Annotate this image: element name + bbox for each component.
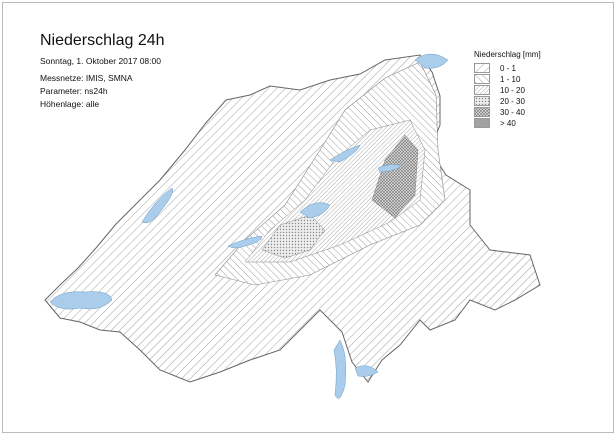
zone-20-30-east <box>371 134 419 219</box>
legend-label: 0 - 1 <box>500 63 517 73</box>
legend-swatch <box>474 118 490 128</box>
legend-title: Niederschlag [mm] <box>474 50 541 59</box>
legend-item: > 40 <box>474 118 541 128</box>
lake-constance <box>414 53 449 69</box>
networks-label: Messnetze: IMIS, SMNA <box>40 73 133 83</box>
legend-label: 20 - 30 <box>500 96 525 106</box>
map-title: Niederschlag 24h <box>40 32 165 49</box>
legend-item: 30 - 40 <box>474 107 541 117</box>
legend-label: 1 - 10 <box>500 74 521 84</box>
zone-20-30 <box>261 214 326 259</box>
lake-walen <box>377 164 403 173</box>
lake-zurich <box>329 144 361 163</box>
legend-item: 20 - 30 <box>474 96 541 106</box>
legend-item: 1 - 10 <box>474 74 541 84</box>
lake-maggiore <box>333 339 347 399</box>
map-date: Sonntag, 1. Oktober 2017 08:00 <box>40 56 161 66</box>
legend-swatch <box>474 85 490 95</box>
legend-swatch <box>474 96 490 106</box>
legend-label: 10 - 20 <box>500 85 525 95</box>
parameter-label: Parameter: ns24h <box>40 86 108 96</box>
legend-swatch <box>474 107 490 117</box>
lake-lugano <box>354 365 379 377</box>
legend-swatch <box>474 74 490 84</box>
lakes <box>49 53 449 399</box>
legend-label: 30 - 40 <box>500 107 525 117</box>
lake-thun <box>227 235 263 249</box>
legend-item: 10 - 20 <box>474 85 541 95</box>
legend-swatch <box>474 63 490 73</box>
lake-geneva <box>49 291 113 310</box>
lake-neuchatel <box>141 187 173 224</box>
legend-item: 0 - 1 <box>474 63 541 73</box>
legend-label: > 40 <box>500 118 516 128</box>
elevation-label: Höhenlage: alle <box>40 99 100 109</box>
lake-lucerne <box>299 202 331 219</box>
